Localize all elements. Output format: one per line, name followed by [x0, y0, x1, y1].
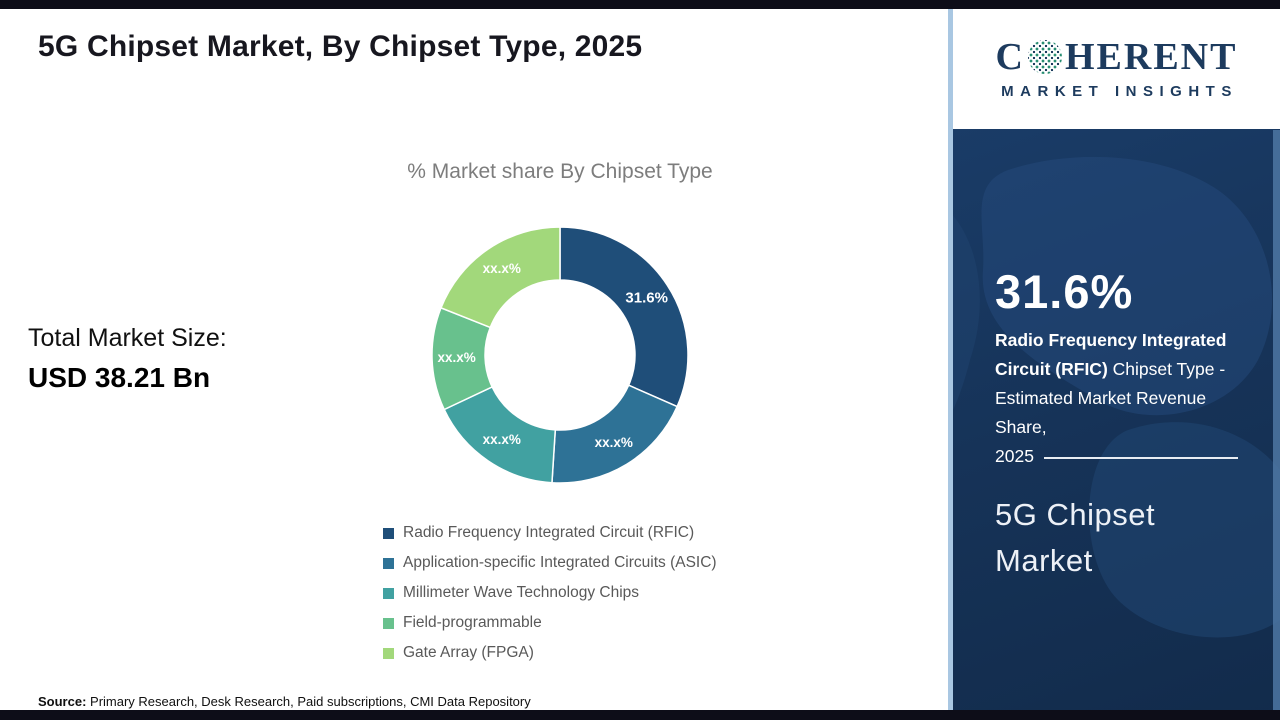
chart-legend: Radio Frequency Integrated Circuit (RFIC…: [383, 524, 717, 662]
page-title: 5G Chipset Market, By Chipset Type, 2025: [38, 30, 643, 63]
legend-item: Millimeter Wave Technology Chips: [383, 584, 717, 602]
legend-swatch: [383, 527, 394, 539]
source-text: Primary Research, Desk Research, Paid su…: [90, 694, 531, 709]
chart-title: % Market share By Chipset Type: [407, 160, 713, 183]
stat-description-bold: Radio Frequency Integrated Circuit (RFIC…: [995, 330, 1227, 379]
logo-letter-c: C: [995, 36, 1025, 78]
report-title: 5G Chipset Market: [995, 497, 1156, 578]
donut-label: xx.x%: [595, 435, 633, 450]
market-size-label: Total Market Size:: [28, 324, 227, 352]
logo-text: HERENT: [1064, 36, 1238, 78]
bottom-border: [0, 710, 1280, 720]
stat-year: 2025: [995, 446, 1034, 466]
legend-item: Field-programmable: [383, 614, 717, 632]
brand-logo: C HERENT MARKET INSIGHTS: [953, 9, 1280, 129]
top-border: [0, 0, 1280, 9]
donut-segment-1: [559, 226, 689, 408]
legend-swatch: [383, 617, 394, 629]
brand-wordmark: C HERENT: [996, 38, 1238, 76]
side-panel: C HERENT MARKET INSIGHTS 31.6% Radio Fre…: [948, 0, 1280, 720]
panel-left-stripe: [948, 0, 953, 720]
legend-item: Radio Frequency Integrated Circuit (RFIC…: [383, 524, 717, 542]
legend-label: Gate Array (FPGA): [403, 644, 534, 661]
stat-description-rest: Chipset Type - Estimated Market Revenue …: [995, 359, 1226, 437]
market-size-value: USD 38.21 Bn: [28, 362, 211, 393]
panel-edge-stripe: [1273, 130, 1280, 720]
legend-label: Field-programmable: [403, 614, 542, 631]
legend-item: Application-specific Integrated Circuits…: [383, 554, 717, 572]
logo-subtitle: MARKET INSIGHTS: [1001, 83, 1238, 100]
globe-icon: [1027, 40, 1062, 74]
world-map-decoration: [948, 156, 1280, 638]
legend-swatch: [383, 647, 394, 659]
donut-chart: 31.6% xx.x% xx.x% xx.x% xx.x%: [431, 226, 689, 484]
legend-item: Gate Array (FPGA): [383, 644, 717, 662]
donut-label: xx.x%: [483, 261, 521, 276]
legend-label: Millimeter Wave Technology Chips: [403, 584, 640, 601]
underline-rule: [1043, 456, 1238, 459]
source-line: Source: Primary Research, Desk Research,…: [38, 694, 531, 709]
donut-label: 31.6%: [625, 289, 668, 306]
source-label: Source:: [38, 694, 87, 709]
legend-swatch: [383, 587, 394, 599]
stat-value: 31.6%: [995, 265, 1134, 318]
market-size-block: Total Market Size: USD 38.21 Bn: [28, 324, 227, 394]
donut-label: xx.x%: [483, 432, 521, 447]
legend-label: Application-specific Integrated Circuits…: [403, 554, 717, 571]
legend-swatch: [383, 557, 394, 569]
donut-label: xx.x%: [437, 350, 475, 365]
stat-year-row: 2025: [995, 442, 1238, 471]
donut-segment-5: [440, 226, 561, 329]
legend-label: Radio Frequency Integrated Circuit (RFIC…: [403, 524, 695, 541]
stat-description: Radio Frequency Integrated Circuit (RFIC…: [995, 326, 1238, 471]
